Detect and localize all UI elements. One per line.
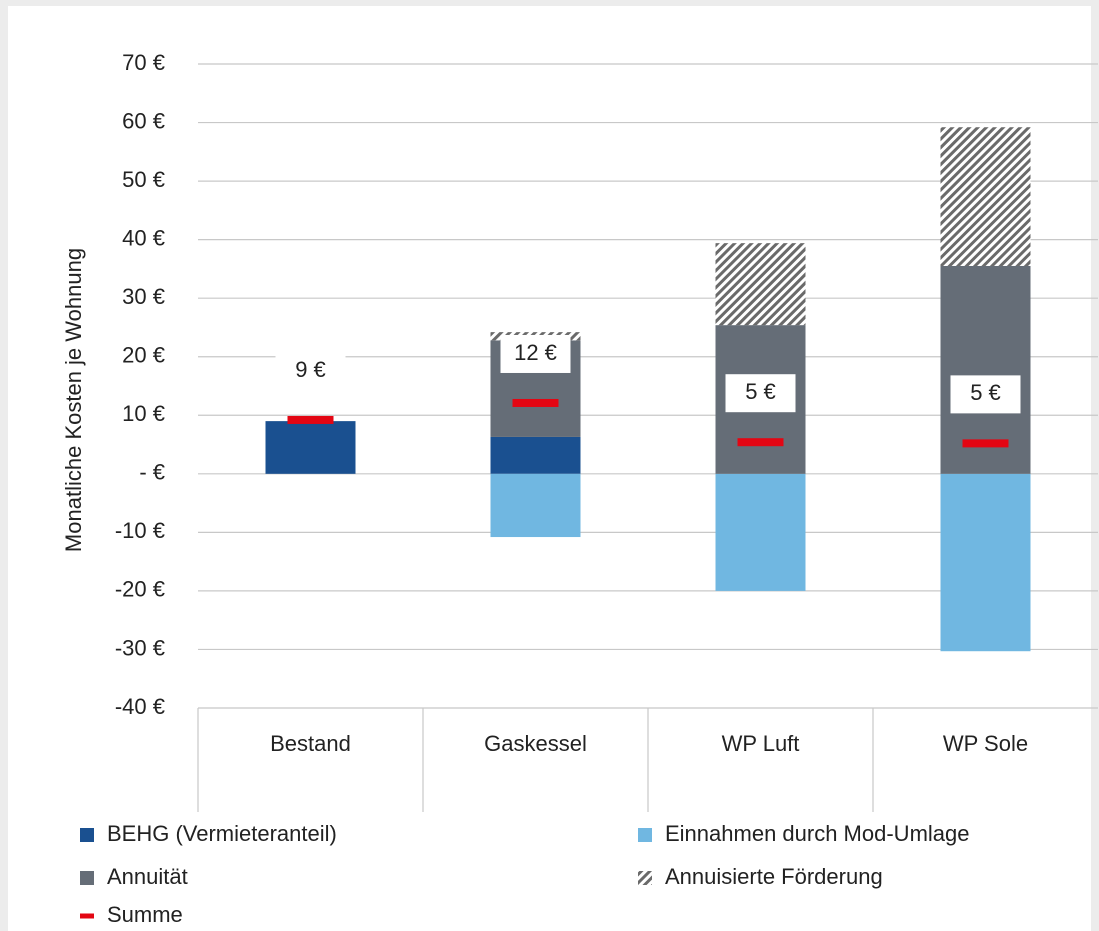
y-tick-label: -20 € bbox=[115, 577, 165, 602]
legend-label: Einnahmen durch Mod-Umlage bbox=[665, 821, 970, 846]
y-tick-label: 60 € bbox=[122, 108, 165, 133]
value-label-box bbox=[275, 351, 346, 390]
value-label-box bbox=[950, 375, 1021, 414]
x-tick-label: Gaskessel bbox=[484, 731, 587, 756]
bar-segment bbox=[490, 473, 581, 538]
legend-marker bbox=[638, 828, 652, 842]
legend-marker bbox=[80, 871, 94, 885]
y-tick-label: 30 € bbox=[122, 284, 165, 309]
x-tick-label: WP Luft bbox=[722, 731, 800, 756]
bar-segment bbox=[940, 265, 1031, 474]
y-tick-label: - € bbox=[139, 460, 165, 485]
y-tick-label: 40 € bbox=[122, 225, 165, 250]
bar-segment bbox=[715, 473, 806, 591]
sum-marker bbox=[737, 438, 784, 447]
sum-marker bbox=[287, 415, 334, 424]
bar-segment bbox=[940, 473, 1031, 652]
bar-segment bbox=[715, 243, 806, 326]
value-label: 12 € bbox=[514, 340, 557, 365]
y-tick-label: -40 € bbox=[115, 694, 165, 719]
value-label: 9 € bbox=[295, 357, 326, 382]
legend-marker bbox=[80, 913, 94, 919]
y-tick-label: 10 € bbox=[122, 401, 165, 426]
value-label: 5 € bbox=[970, 380, 1001, 405]
y-tick-label: -10 € bbox=[115, 518, 165, 543]
legend-label: Annuität bbox=[107, 864, 188, 889]
y-tick-label: -30 € bbox=[115, 635, 165, 660]
legend-label: Summe bbox=[107, 902, 183, 927]
legend-label: Annuisierte Förderung bbox=[665, 864, 883, 889]
bar-segment bbox=[490, 436, 581, 474]
sum-marker bbox=[962, 439, 1009, 448]
x-tick-label: WP Sole bbox=[943, 731, 1028, 756]
y-tick-label: 50 € bbox=[122, 167, 165, 192]
legend-marker bbox=[638, 871, 652, 885]
sum-marker bbox=[512, 398, 559, 407]
x-tick-label: Bestand bbox=[270, 731, 351, 756]
value-label-box bbox=[500, 334, 571, 373]
legend-marker bbox=[80, 828, 94, 842]
y-tick-label: 20 € bbox=[122, 343, 165, 368]
y-tick-label: 70 € bbox=[122, 50, 165, 75]
value-label-box bbox=[725, 374, 796, 413]
y-axis-title: Monatliche Kosten je Wohnung bbox=[61, 248, 86, 552]
bar-segment bbox=[940, 127, 1031, 266]
value-label: 5 € bbox=[745, 379, 776, 404]
bar-segment bbox=[265, 421, 356, 474]
legend-label: BEHG (Vermieteranteil) bbox=[107, 821, 337, 846]
